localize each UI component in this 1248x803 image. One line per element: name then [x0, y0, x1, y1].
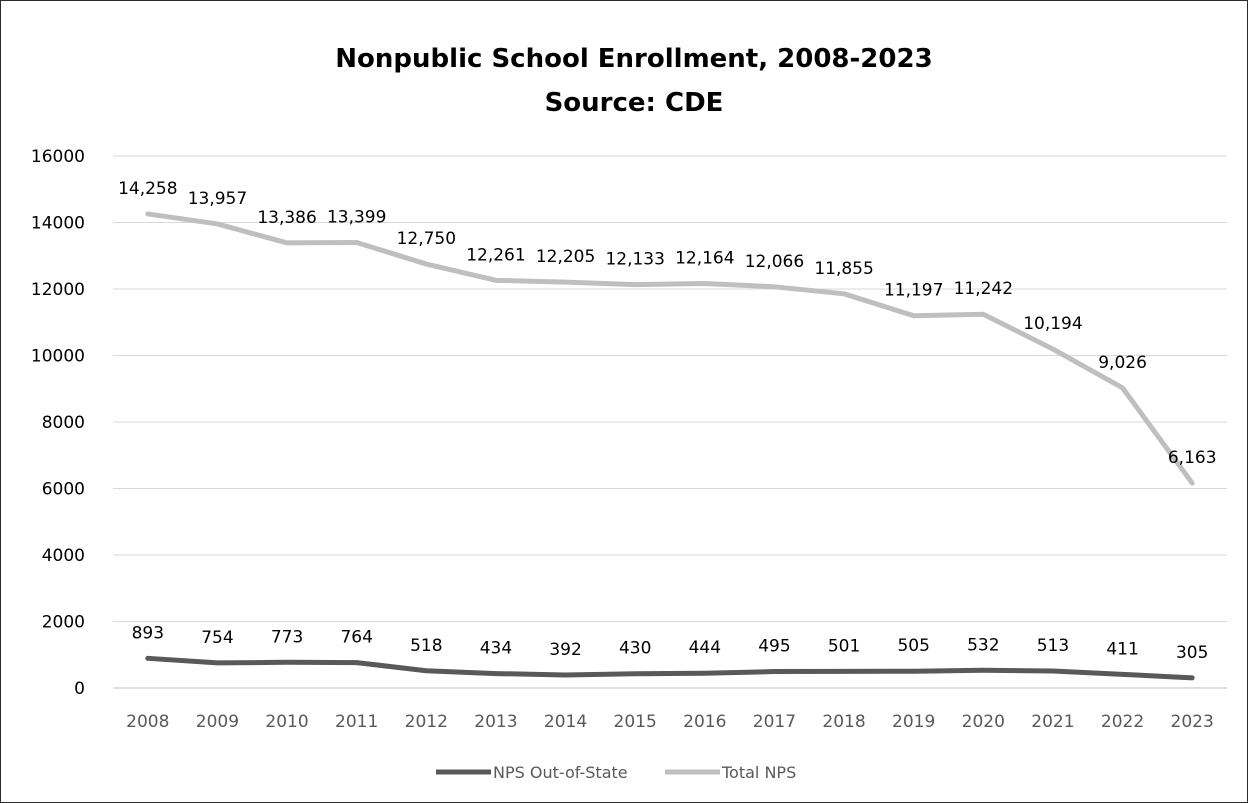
x-tick-label: 2019 [892, 712, 935, 732]
data-label: 444 [689, 638, 721, 658]
series-line [145, 655, 1195, 681]
x-tick-label: 2011 [335, 712, 378, 732]
data-label: 11,855 [814, 259, 873, 279]
data-label: 893 [132, 623, 164, 643]
data-label: 305 [1176, 643, 1208, 663]
gridlines [113, 155, 1227, 689]
data-label: 12,205 [536, 247, 595, 267]
data-label: 12,750 [397, 229, 456, 249]
data-label: 11,242 [954, 279, 1013, 299]
data-labels: 893 754 773 764 518 434 392 430 444 495 501 505 532 5… [118, 179, 1216, 663]
series-lines [145, 211, 1195, 681]
data-label: 754 [201, 628, 233, 648]
y-tick-label: 0 [74, 679, 85, 699]
data-label: 501 [828, 636, 860, 656]
data-label: 13,386 [257, 208, 316, 228]
chart-title: Nonpublic School Enrollment, 2008-2023 [335, 44, 932, 74]
data-label: 12,164 [675, 249, 734, 269]
data-label: 411 [1106, 639, 1138, 659]
data-label: 6,163 [1168, 448, 1217, 468]
x-tick-label: 2020 [962, 712, 1005, 732]
data-label: 430 [619, 639, 651, 659]
chart-subtitle: Source: CDE [545, 88, 724, 118]
legend: NPS Out-of-State Total NPS [436, 763, 796, 782]
x-tick-label: 2012 [405, 712, 448, 732]
data-label: 13,399 [327, 207, 386, 227]
x-tick-label: 2023 [1171, 712, 1214, 732]
y-tick-label: 10000 [31, 347, 85, 367]
data-label: 505 [897, 636, 929, 656]
x-tick-label: 2013 [474, 712, 517, 732]
data-label: 764 [340, 628, 372, 648]
data-label: 11,197 [884, 281, 943, 301]
data-label: 9,026 [1098, 353, 1147, 373]
x-tick-label: 2010 [265, 712, 308, 732]
data-label: 513 [1037, 636, 1069, 656]
x-tick-label: 2016 [683, 712, 726, 732]
x-tick-label: 2014 [544, 712, 587, 732]
data-label: 10,194 [1023, 314, 1082, 334]
data-label: 434 [480, 639, 512, 659]
data-label: 392 [549, 640, 581, 660]
x-tick-label: 2022 [1101, 712, 1144, 732]
legend-label: NPS Out-of-State [493, 763, 628, 782]
y-tick-label: 2000 [42, 613, 85, 633]
x-axis: 2008 2009 2010 2011 2012 2013 2014 2015 2016 2017… [126, 712, 1214, 732]
data-label: 14,258 [118, 179, 177, 199]
data-label: 532 [967, 635, 999, 655]
y-axis: 0 2000 4000 6000 8000 10000 12000 14000 16000 [31, 147, 85, 699]
data-label: 13,957 [188, 189, 247, 209]
x-tick-label: 2018 [822, 712, 865, 732]
data-label: 12,261 [466, 245, 525, 265]
data-label: 773 [271, 627, 303, 647]
y-tick-label: 16000 [31, 147, 85, 167]
x-tick-label: 2008 [126, 712, 169, 732]
y-tick-label: 14000 [31, 214, 85, 234]
series-line [145, 211, 1195, 486]
x-tick-label: 2017 [753, 712, 796, 732]
data-label: 518 [410, 636, 442, 656]
y-tick-label: 6000 [42, 480, 85, 500]
data-label: 495 [758, 637, 790, 657]
x-tick-label: 2015 [614, 712, 657, 732]
y-tick-label: 8000 [42, 413, 85, 433]
y-tick-label: 4000 [42, 546, 85, 566]
y-tick-label: 12000 [31, 280, 85, 300]
x-tick-label: 2021 [1031, 712, 1074, 732]
data-label: 12,133 [605, 250, 664, 270]
legend-label: Total NPS [721, 763, 796, 782]
x-tick-label: 2009 [196, 712, 239, 732]
data-label: 12,066 [745, 252, 804, 272]
